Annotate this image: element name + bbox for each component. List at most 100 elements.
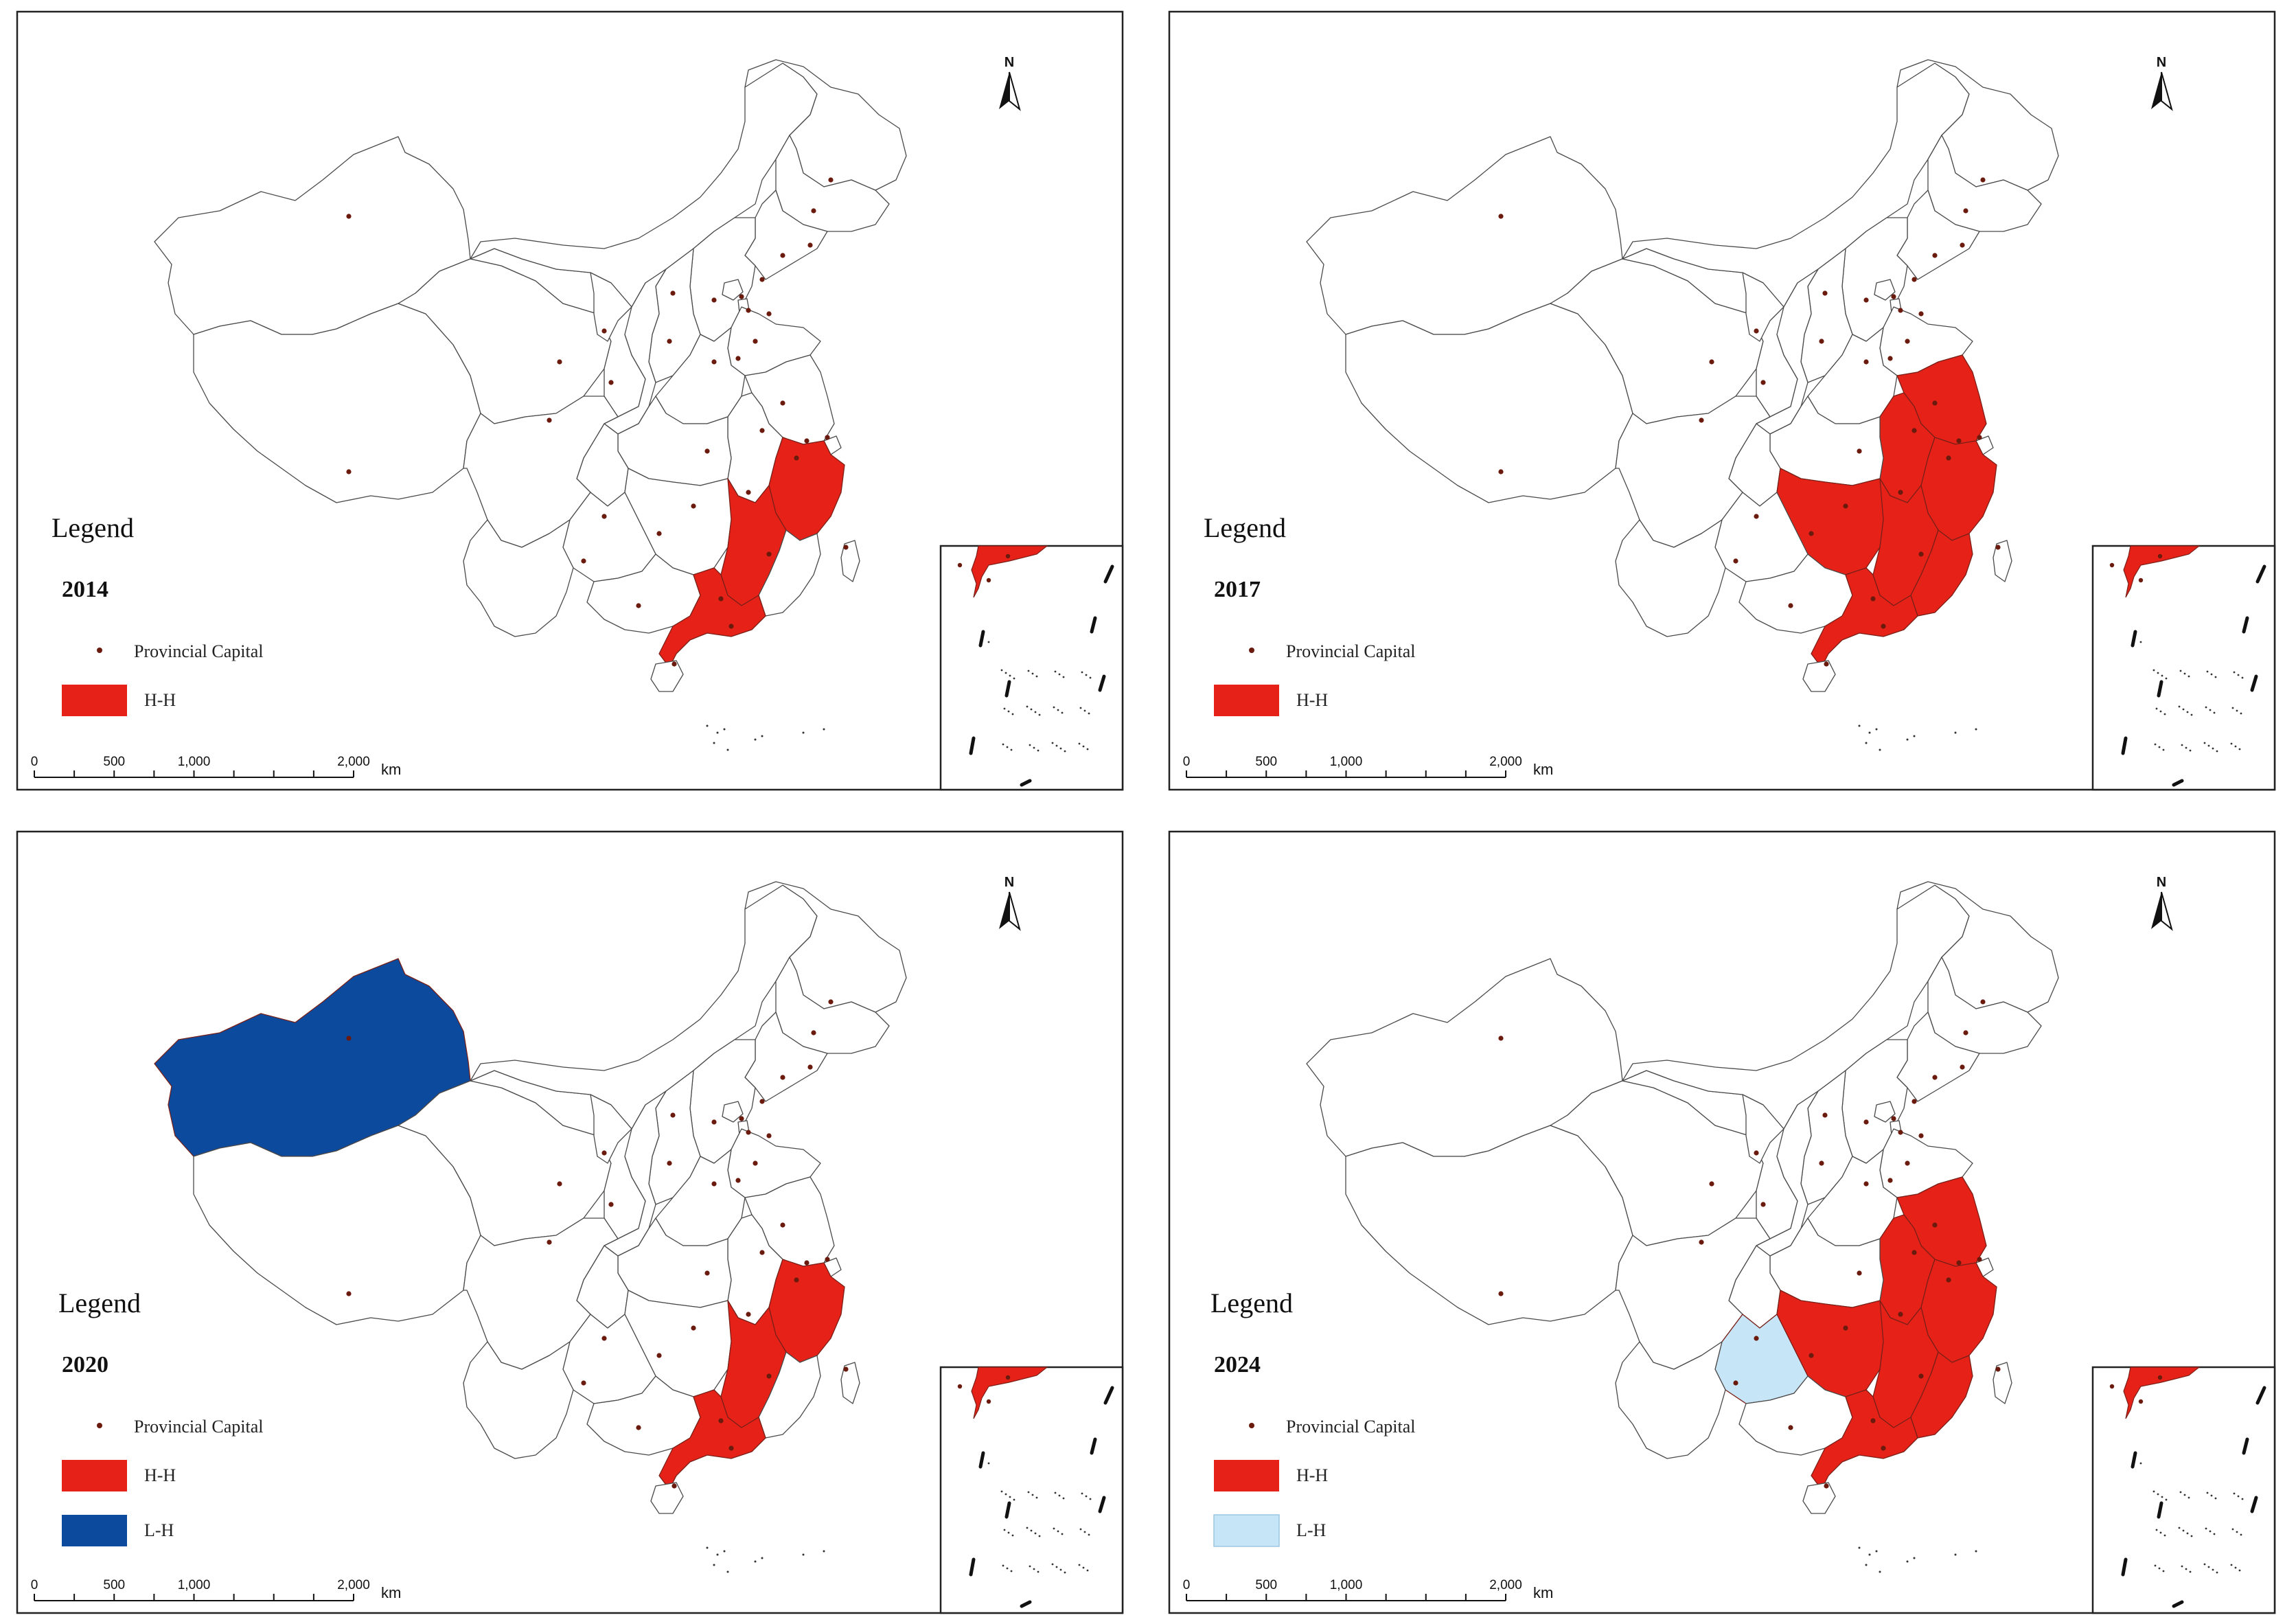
inset-islet	[2152, 1490, 2155, 1493]
province-taiwan	[1993, 540, 2012, 582]
nine-dash-segment	[1098, 674, 1106, 692]
provincial-capital-dot	[1898, 1130, 1903, 1135]
provincial-capital-dot	[1498, 469, 1504, 474]
inset-islet	[2231, 707, 2234, 709]
provincial-capital-dot	[1963, 208, 1968, 214]
provincial-capital-dot	[766, 311, 772, 317]
provincial-capital-dot	[1498, 1291, 1504, 1296]
inset-islet	[1086, 748, 1089, 751]
inset-islet	[2165, 1498, 2168, 1501]
inset-islet	[2179, 670, 2182, 672]
inset-islet	[1027, 1491, 1030, 1494]
inset-islet	[2190, 713, 2193, 716]
inset-islet	[2230, 742, 2233, 745]
inset-islet	[2154, 743, 2157, 746]
scale-tick-label: 0	[1183, 1578, 1191, 1592]
nine-dash-segment	[969, 736, 976, 755]
provincial-capital-dot	[1980, 999, 1986, 1005]
province-guangdong	[1811, 567, 1918, 668]
inset-islet	[1037, 749, 1040, 752]
inset-islet	[2238, 748, 2241, 751]
legend-capital-dot	[97, 1423, 102, 1428]
scale-tick-label: 0	[31, 1578, 38, 1592]
inset-capital-dot	[2109, 1384, 2115, 1389]
inset-islet	[1064, 1571, 1066, 1574]
provincial-capital-dot	[1754, 1336, 1759, 1341]
inset-islet	[1037, 1570, 1040, 1573]
province-hainan	[1802, 660, 1836, 692]
china-map	[154, 881, 907, 1573]
inset-frame	[2091, 1366, 2276, 1614]
provincial-capital-dot	[667, 339, 672, 344]
inset-islet	[1053, 706, 1055, 709]
islet	[1875, 1550, 1878, 1553]
inset-islet	[1064, 750, 1066, 753]
inset-islet	[2214, 676, 2217, 678]
inset-islet	[1058, 673, 1061, 676]
inset-islet	[1027, 670, 1030, 672]
provincial-capital-dot	[711, 1181, 717, 1187]
inset-islet	[1009, 674, 1011, 677]
provincial-capital-dot	[746, 490, 751, 495]
inset-islet	[2240, 1533, 2242, 1536]
provincial-capital-dot	[807, 242, 813, 248]
province-beijing	[722, 279, 744, 301]
islet	[1913, 1557, 1916, 1559]
inset-islet	[1011, 713, 1014, 716]
legend-capital-dot	[1249, 1423, 1254, 1428]
inset-islet	[1082, 745, 1085, 748]
nine-dash-segment	[2172, 779, 2184, 787]
inset-islet	[1010, 748, 1013, 751]
islet	[1868, 1553, 1871, 1556]
province-fujian	[1910, 529, 1973, 617]
provincial-capital-dot	[346, 1291, 352, 1296]
islet	[713, 742, 715, 744]
inset-islet	[2181, 744, 2183, 746]
inset-islet	[987, 641, 990, 643]
inset-islet	[2209, 709, 2212, 711]
provincial-capital-dot	[759, 1250, 765, 1255]
inset-islet	[2233, 671, 2236, 674]
islet	[1865, 742, 1868, 744]
inset-islet	[2185, 746, 2188, 749]
legend-label-l-h: L-H	[1296, 1520, 1327, 1540]
provincial-capital-dot	[1822, 1112, 1828, 1118]
nine-dash-segment	[978, 1451, 985, 1469]
inset-islet	[1054, 1491, 1057, 1494]
provincial-capital-dot	[1699, 1239, 1704, 1245]
inset-islet	[2161, 1496, 2163, 1498]
provincial-capital-dot	[1863, 359, 1869, 365]
provincial-capital-dot	[1824, 1483, 1829, 1489]
inset-islet	[1051, 742, 1054, 744]
nine-dash-segment	[2255, 564, 2266, 584]
nine-dash-segment	[1020, 1600, 1032, 1608]
inset-islet	[2161, 674, 2163, 677]
islet	[706, 1546, 709, 1549]
inset-islet	[1006, 746, 1009, 748]
legend-title: Legend	[1204, 512, 1286, 543]
provincial-capital-dot	[1898, 490, 1903, 495]
nine-dash-segment	[1020, 779, 1032, 787]
legend-capital-dot	[1249, 648, 1254, 653]
provincial-capital-dot	[691, 503, 696, 509]
islet	[1879, 748, 1881, 751]
inset-islet	[2178, 1526, 2181, 1529]
provincial-capital-dot	[1809, 531, 1814, 536]
provincial-capital-dot	[636, 1425, 641, 1430]
provincial-capital-dot	[1932, 1222, 1938, 1228]
inset-islet	[2205, 1527, 2207, 1530]
inset-islet	[2179, 1491, 2182, 1494]
inset-islet	[2205, 706, 2207, 709]
islet	[1868, 731, 1871, 734]
provincial-capital-dot	[1918, 311, 1924, 317]
provincial-capital-dot	[1870, 596, 1876, 602]
provincial-capital-dot	[828, 177, 834, 183]
provincial-capital-dot	[804, 438, 809, 444]
provincial-capital-dot	[766, 1373, 772, 1379]
inset-islet	[2182, 1529, 2185, 1532]
provincial-capital-dot	[671, 1483, 677, 1489]
china-map	[154, 59, 907, 751]
provincial-capital-dot	[1754, 1150, 1759, 1156]
inset-islet	[2189, 1570, 2192, 1573]
province-yunnan	[1615, 1341, 1726, 1459]
